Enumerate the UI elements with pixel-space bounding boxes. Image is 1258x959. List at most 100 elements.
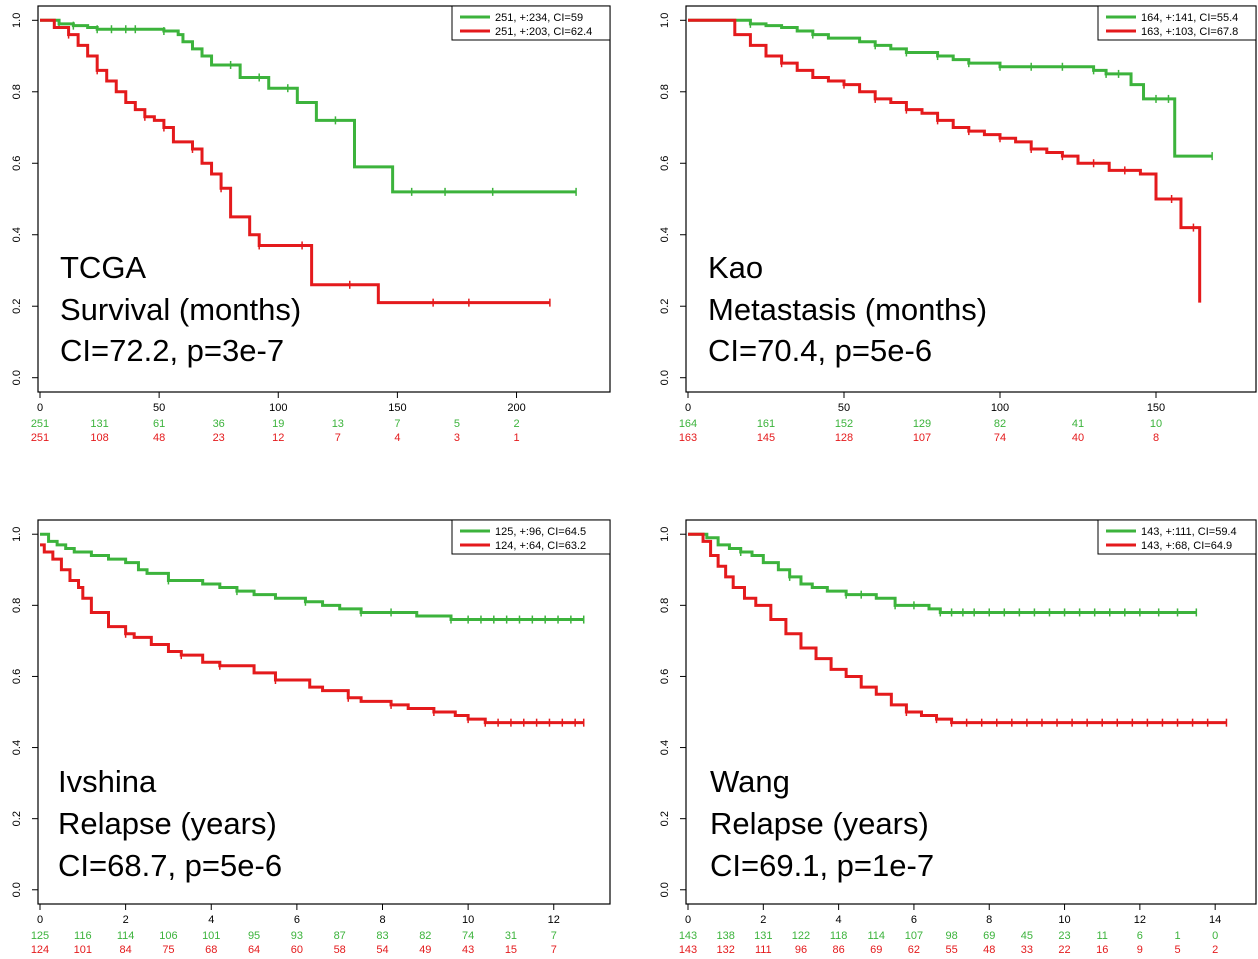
panel-annotation: Kao	[708, 250, 763, 285]
risk-count: 86	[832, 944, 844, 956]
risk-count: 33	[1021, 944, 1033, 956]
legend-label: 251, +:203, CI=62.4	[495, 26, 592, 38]
risk-count: 43	[462, 944, 474, 956]
y-tick-label: 1.0	[659, 527, 671, 542]
risk-count: 8	[1153, 432, 1159, 444]
risk-count: 23	[1058, 930, 1070, 942]
x-tick-label: 0	[37, 402, 43, 414]
risk-count: 101	[74, 944, 92, 956]
legend-label: 125, +:96, CI=64.5	[495, 526, 586, 538]
risk-count: 131	[754, 930, 772, 942]
risk-count: 93	[291, 930, 303, 942]
km-curve-1	[688, 532, 1197, 614]
risk-count: 69	[870, 944, 882, 956]
risk-count: 4	[394, 432, 400, 444]
risk-count: 1	[513, 432, 519, 444]
x-tick-label: 2	[760, 914, 766, 926]
risk-count: 2	[513, 418, 519, 430]
panel-annotation: CI=72.2, p=3e-7	[60, 333, 284, 368]
risk-count: 87	[334, 930, 346, 942]
x-tick-label: 10	[1058, 914, 1070, 926]
risk-count: 108	[90, 432, 108, 444]
risk-count: 114	[117, 930, 135, 942]
y-tick-label: 0.6	[11, 156, 23, 171]
risk-count: 48	[983, 944, 995, 956]
km-curve-1	[40, 18, 577, 194]
km-panel-2: 0.0 0.2 0.4 0.6 0.8 1.0 0 50 100 150 164 161 152 129 8…	[659, 5, 1257, 444]
km-curve-2	[40, 18, 550, 305]
risk-count: 143	[679, 930, 697, 942]
legend-label: 143, +:111, CI=59.4	[1141, 526, 1237, 538]
legend-label: 124, +:64, CI=63.2	[495, 540, 586, 552]
y-tick-label: 0.6	[659, 669, 671, 684]
risk-count: 15	[505, 944, 517, 956]
risk-count: 69	[983, 930, 995, 942]
y-tick-label: 0.6	[11, 669, 23, 684]
risk-count: 61	[153, 418, 165, 430]
risk-count: 118	[830, 930, 848, 942]
x-tick-label: 200	[507, 402, 525, 414]
y-tick-label: 0.4	[11, 740, 23, 755]
risk-count: 84	[120, 944, 132, 956]
risk-count: 251	[31, 432, 49, 444]
risk-count: 23	[213, 432, 225, 444]
risk-count: 107	[905, 930, 923, 942]
y-tick-label: 0.2	[11, 299, 23, 314]
risk-count: 7	[551, 944, 557, 956]
risk-count: 138	[716, 930, 734, 942]
risk-count: 124	[31, 944, 49, 956]
risk-count: 45	[1021, 930, 1033, 942]
risk-count: 116	[74, 930, 92, 942]
y-tick-label: 0.2	[11, 811, 23, 826]
y-tick-label: 0.4	[11, 227, 23, 242]
risk-count: 163	[679, 432, 697, 444]
risk-count: 31	[505, 930, 517, 942]
risk-count: 161	[757, 418, 775, 430]
legend-label: 164, +:141, CI=55.4	[1141, 12, 1238, 24]
risk-count: 1	[1174, 930, 1180, 942]
y-tick-label: 0.0	[659, 882, 671, 897]
legend-label: 163, +:103, CI=67.8	[1141, 26, 1238, 38]
panel-annotation: Metastasis (months)	[708, 292, 987, 327]
risk-count: 16	[1096, 944, 1108, 956]
x-tick-label: 8	[986, 914, 992, 926]
legend-label: 143, +:68, CI=64.9	[1141, 540, 1232, 552]
risk-count: 10	[1150, 418, 1162, 430]
risk-count: 114	[868, 930, 886, 942]
x-tick-label: 2	[123, 914, 129, 926]
risk-count: 75	[162, 944, 174, 956]
risk-count: 101	[202, 930, 220, 942]
risk-count: 106	[159, 930, 177, 942]
risk-count: 40	[1072, 432, 1084, 444]
panel-annotation: TCGA	[60, 250, 146, 285]
x-tick-label: 0	[685, 914, 691, 926]
y-tick-label: 0.2	[659, 299, 671, 314]
risk-count: 74	[462, 930, 474, 942]
risk-count: 0	[1212, 930, 1218, 942]
y-tick-label: 0.4	[659, 740, 671, 755]
y-tick-label: 0.8	[659, 84, 671, 99]
x-tick-label: 100	[269, 402, 287, 414]
x-tick-label: 150	[388, 402, 406, 414]
legend-box	[451, 5, 611, 41]
legend-label: 251, +:234, CI=59	[495, 12, 583, 24]
risk-count: 132	[716, 944, 734, 956]
risk-count: 111	[755, 944, 772, 956]
x-tick-label: 10	[462, 914, 474, 926]
km-curve-1	[688, 18, 1213, 158]
risk-count: 82	[419, 930, 431, 942]
x-tick-label: 50	[838, 402, 850, 414]
plot-frame	[685, 5, 1257, 393]
x-tick-label: 100	[991, 402, 1009, 414]
risk-count: 3	[454, 432, 460, 444]
legend-box	[451, 519, 611, 555]
y-tick-label: 0.0	[659, 370, 671, 385]
panel-annotation: Ivshina	[58, 764, 157, 799]
risk-count: 251	[31, 418, 49, 430]
x-tick-label: 12	[1134, 914, 1146, 926]
risk-count: 82	[994, 418, 1006, 430]
